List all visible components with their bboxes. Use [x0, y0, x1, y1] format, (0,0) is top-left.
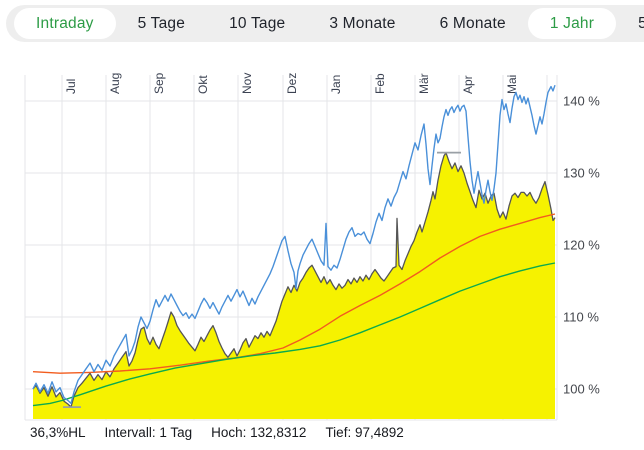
x-axis-month-label: Dez: [285, 73, 299, 94]
low-label: Tief: 97,4892: [325, 425, 404, 440]
period-tab-bar: Intraday 5 Tage 10 Tage 3 Monate 6 Monat…: [6, 5, 644, 42]
x-axis-month-label: Jul: [64, 79, 78, 94]
interval-label: Intervall: 1 Tag: [104, 425, 193, 440]
x-axis-month-label: Okt: [196, 75, 210, 94]
series-outline-instrument-price: [32, 152, 556, 408]
y-axis-tick-label: 100 %: [563, 382, 600, 397]
y-axis-tick-label: 110 %: [563, 310, 599, 325]
high-label: Hoch: 132,8312: [211, 425, 307, 440]
series-line-benchmark-blue: [32, 84, 556, 405]
x-axis-month-label: Sep: [152, 72, 166, 94]
x-axis-month-label: Nov: [240, 73, 254, 94]
series-line-ma-orange: [32, 213, 556, 374]
x-axis-month-label: Mai: [505, 75, 519, 94]
x-axis-month-label: Jan: [329, 75, 343, 94]
y-axis-tick-label: 140 %: [563, 94, 600, 109]
y-axis-tick-label: 130 %: [563, 166, 600, 181]
tab-3-monate[interactable]: 3 Monate: [329, 14, 396, 32]
tab-5-jahre[interactable]: 5 Jahre: [638, 14, 644, 32]
x-axis-month-label: Feb: [373, 73, 387, 94]
x-axis-month-label: Mär: [417, 73, 431, 94]
tab-5-tage[interactable]: 5 Tage: [137, 14, 186, 32]
x-axis-month-label: Apr: [461, 75, 475, 94]
y-axis-tick-label: 120 %: [563, 238, 600, 253]
tab-10-tage[interactable]: 10 Tage: [229, 14, 286, 32]
price-chart[interactable]: 100 % 110 % 120 % 130 % 140 % Jul Aug Sep Okt Nov…: [0, 50, 644, 425]
tab-intraday[interactable]: Intraday: [14, 8, 116, 39]
status-bar: 36,3%HL Intervall: 1 Tag Hoch: 132,8312 …: [30, 425, 404, 440]
series-line-ma-green: [32, 262, 556, 407]
tab-6-monate[interactable]: 6 Monate: [439, 14, 506, 32]
x-axis-month-label: Aug: [108, 73, 122, 94]
high-low-range: 36,3%HL: [30, 425, 86, 440]
tab-1-jahr[interactable]: 1 Jahr: [527, 8, 617, 39]
